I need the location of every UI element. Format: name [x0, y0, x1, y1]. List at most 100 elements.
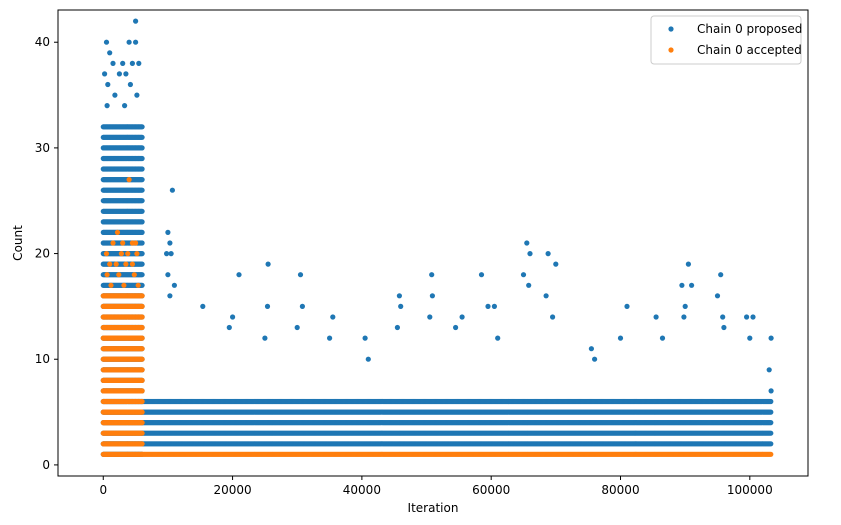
proposed-point [123, 71, 129, 77]
proposed-point [133, 18, 139, 24]
proposed-point [200, 303, 206, 309]
proposed-point [520, 272, 527, 278]
proposed-point [659, 335, 666, 341]
proposed-point [744, 314, 750, 320]
accepted-point [139, 388, 145, 394]
accepted-point [139, 377, 145, 383]
proposed-point [330, 314, 336, 320]
proposed-point [545, 251, 551, 257]
proposed-point [682, 303, 688, 309]
proposed-point [168, 251, 174, 257]
proposed-point [116, 71, 122, 77]
proposed-point [171, 282, 177, 288]
proposed-point [136, 60, 142, 66]
proposed-point [264, 303, 271, 309]
proposed-point [139, 272, 145, 278]
proposed-point [133, 39, 139, 45]
proposed-point [485, 303, 491, 309]
proposed-point [768, 388, 774, 394]
proposed-point [139, 219, 145, 225]
proposed-point [327, 335, 333, 341]
proposed-point [679, 282, 685, 288]
proposed-point [495, 335, 501, 341]
proposed-point [103, 39, 110, 45]
proposed-point [768, 409, 774, 415]
proposed-point [139, 208, 145, 214]
proposed-point [139, 177, 145, 183]
proposed-point [299, 303, 305, 309]
proposed-point [543, 293, 549, 299]
proposed-point [110, 60, 116, 66]
proposed-point [120, 60, 126, 66]
proposed-point [768, 430, 774, 436]
proposed-point [685, 261, 692, 267]
proposed-point [681, 314, 687, 320]
proposed-point [689, 282, 695, 288]
proposed-point [102, 71, 108, 77]
proposed-point [139, 124, 145, 130]
proposed-point [365, 356, 371, 362]
proposed-point [768, 398, 774, 405]
proposed-point [226, 324, 232, 331]
proposed-point [139, 240, 145, 246]
proposed-point [459, 314, 465, 320]
proposed-point [104, 103, 110, 109]
proposed-point [139, 261, 145, 267]
proposed-point [592, 356, 598, 362]
proposed-point [588, 346, 595, 352]
proposed-point [768, 420, 774, 426]
proposed-point [122, 103, 128, 109]
proposed-point [429, 293, 435, 299]
proposed-point [265, 261, 271, 267]
proposed-point [553, 261, 559, 267]
proposed-point [127, 81, 133, 88]
proposed-point [427, 314, 433, 320]
proposed-point [230, 314, 236, 320]
proposed-point [112, 92, 118, 98]
proposed-point [721, 324, 727, 331]
proposed-point [617, 335, 624, 341]
accepted-point [139, 398, 145, 405]
proposed-point [768, 335, 774, 341]
proposed-point [624, 303, 630, 309]
proposed-point [236, 272, 242, 278]
proposed-point [169, 187, 175, 193]
proposed-point [362, 335, 368, 341]
proposed-point [714, 293, 721, 299]
proposed-point [139, 155, 145, 162]
proposed-point [294, 324, 300, 331]
proposed-point [396, 293, 402, 299]
proposed-point [478, 272, 485, 278]
proposed-point [720, 314, 726, 320]
proposed-point [165, 272, 171, 278]
proposed-point [134, 92, 140, 98]
proposed-point [653, 314, 659, 320]
proposed-point [139, 282, 145, 288]
proposed-point [747, 335, 753, 341]
proposed-point [398, 303, 404, 309]
proposed-point [139, 251, 145, 257]
proposed-point [394, 324, 400, 331]
proposed-point [526, 282, 532, 288]
proposed-point [524, 240, 530, 246]
proposed-point [262, 335, 268, 341]
proposed-point [139, 229, 145, 235]
proposed-point [139, 134, 145, 140]
proposed-point [107, 50, 113, 56]
proposed-point [527, 251, 533, 257]
accepted-point [139, 409, 145, 415]
proposed-point [139, 166, 145, 172]
proposed-point [139, 145, 145, 151]
accepted-point [139, 441, 145, 447]
proposed-point [297, 272, 304, 278]
accepted-point [139, 420, 145, 426]
proposed-point [165, 229, 171, 235]
proposed-point [768, 441, 774, 447]
proposed-point [139, 198, 145, 204]
proposed-point [105, 81, 111, 88]
proposed-point [766, 367, 772, 373]
proposed-point [167, 293, 173, 299]
proposed-point [429, 272, 435, 278]
proposed-point [453, 324, 459, 331]
